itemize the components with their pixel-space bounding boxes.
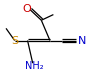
Text: S: S [11,35,18,46]
Text: O: O [23,4,32,14]
Text: N: N [78,35,86,46]
Text: NH₂: NH₂ [25,61,44,71]
